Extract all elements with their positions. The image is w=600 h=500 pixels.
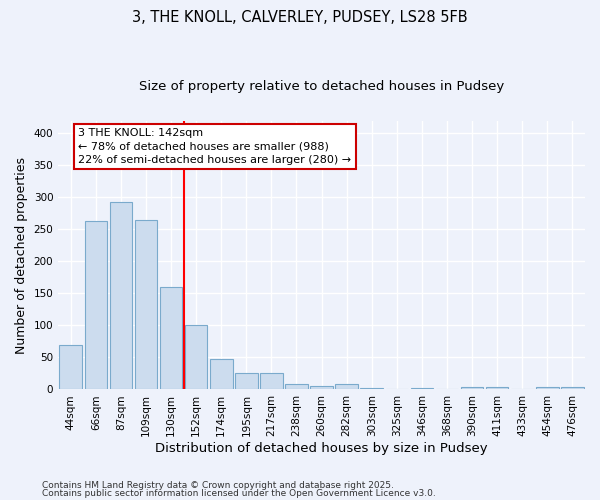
Bar [185, 326, 208, 390]
Bar [85, 221, 107, 390]
Bar [110, 202, 132, 390]
Title: Size of property relative to detached houses in Pudsey: Size of property relative to detached ho… [139, 80, 504, 93]
Y-axis label: Number of detached properties: Number of detached properties [15, 156, 28, 354]
Bar [410, 388, 433, 390]
Bar [260, 373, 283, 390]
Text: Contains HM Land Registry data © Crown copyright and database right 2025.: Contains HM Land Registry data © Crown c… [42, 481, 394, 490]
Bar [285, 384, 308, 390]
Bar [59, 344, 82, 390]
Bar [536, 387, 559, 390]
Bar [335, 384, 358, 390]
Bar [210, 360, 233, 390]
Bar [461, 387, 484, 390]
Bar [361, 388, 383, 390]
X-axis label: Distribution of detached houses by size in Pudsey: Distribution of detached houses by size … [155, 442, 488, 455]
Bar [134, 220, 157, 390]
Bar [486, 387, 508, 390]
Text: 3 THE KNOLL: 142sqm
← 78% of detached houses are smaller (988)
22% of semi-detac: 3 THE KNOLL: 142sqm ← 78% of detached ho… [78, 128, 352, 164]
Bar [561, 387, 584, 390]
Text: Contains public sector information licensed under the Open Government Licence v3: Contains public sector information licen… [42, 488, 436, 498]
Bar [310, 386, 333, 390]
Text: 3, THE KNOLL, CALVERLEY, PUDSEY, LS28 5FB: 3, THE KNOLL, CALVERLEY, PUDSEY, LS28 5F… [132, 10, 468, 25]
Bar [235, 373, 257, 390]
Bar [160, 287, 182, 390]
